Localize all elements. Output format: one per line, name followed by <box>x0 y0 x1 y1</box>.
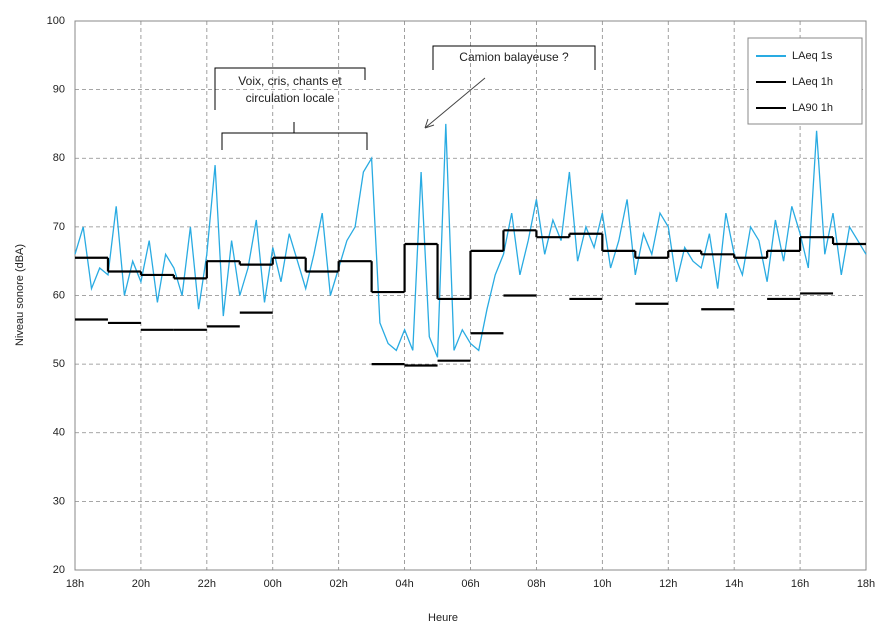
annotations: Voix, cris, chants et circulation locale … <box>214 45 596 150</box>
x-tick-label: 04h <box>395 578 413 590</box>
y-tick-label: 40 <box>53 427 65 439</box>
legend-box <box>747 37 863 125</box>
y-tick-label: 20 <box>53 564 65 576</box>
x-tick-label: 08h <box>527 578 545 590</box>
x-tick-label: 02h <box>329 578 347 590</box>
plot-area <box>74 20 867 571</box>
annotation-box <box>214 67 366 110</box>
x-tick-label: 00h <box>264 578 282 590</box>
y-tick-label: 50 <box>53 358 65 370</box>
y-tick-label: 60 <box>53 289 65 301</box>
y-tick-label: 100 <box>47 15 65 27</box>
x-tick-label: 16h <box>791 578 809 590</box>
x-axis-label: Heure <box>428 612 458 624</box>
x-tick-label: 22h <box>198 578 216 590</box>
annotation: Camion balayeuse ? <box>459 50 569 64</box>
y-tick-label: 80 <box>53 152 65 164</box>
y-tick-label: 90 <box>53 84 65 96</box>
legend-label: LAeq 1s <box>792 50 833 62</box>
annotation: Voix, cris, chants et circulation locale <box>238 74 342 105</box>
x-tick-label: 18h <box>66 578 84 590</box>
y-axis-label: Niveau sonore (dBA) <box>14 244 26 346</box>
x-tick-label: 18h <box>857 578 875 590</box>
y-tick-label: 70 <box>53 221 65 233</box>
annotation-box <box>432 45 596 70</box>
series-line <box>74 123 867 358</box>
annotation-bracket <box>221 122 368 150</box>
legend-label: LAeq 1h <box>792 76 833 88</box>
y-tick-label: 30 <box>53 495 65 507</box>
x-tick-label: 14h <box>725 578 743 590</box>
x-tick-label: 06h <box>461 578 479 590</box>
annotation-arrow <box>424 77 486 129</box>
x-tick-label: 12h <box>659 578 677 590</box>
legend-label: LA90 1h <box>792 102 833 114</box>
x-tick-label: 20h <box>132 578 150 590</box>
x-tick-label: 10h <box>593 578 611 590</box>
